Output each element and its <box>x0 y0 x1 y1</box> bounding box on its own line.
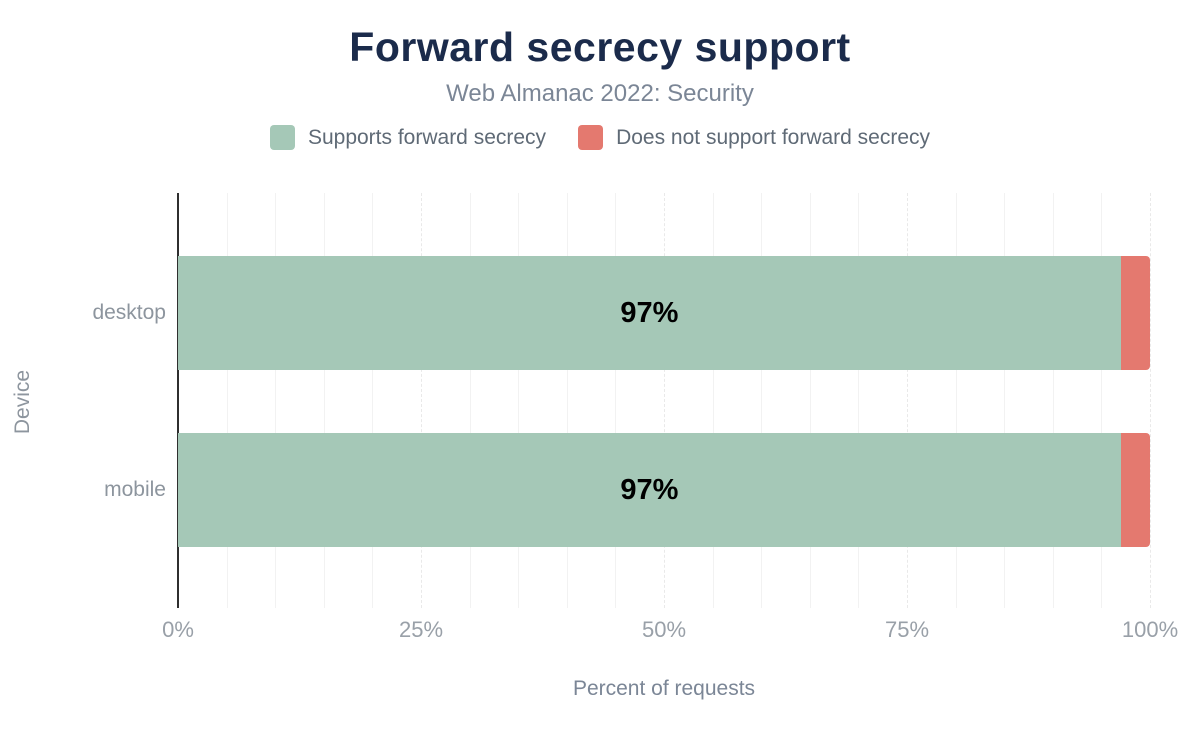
x-tick-label: 25% <box>398 617 444 642</box>
bar-desktop: 97% <box>178 256 1150 370</box>
gridline <box>469 193 471 608</box>
gridline <box>761 193 763 608</box>
gridline <box>226 193 228 608</box>
gridline <box>566 193 568 608</box>
gridline <box>858 193 860 608</box>
x-tick-label: 0% <box>162 617 194 642</box>
bar-value-label-desktop: 97% <box>620 296 679 329</box>
legend-label-not-supports: Does not support forward secrecy <box>616 125 931 149</box>
bar-value-label-mobile: 97% <box>620 473 679 506</box>
x-tick-label: 100% <box>1121 617 1179 642</box>
gridline <box>615 193 617 608</box>
legend-item-supports: Supports forward secrecy <box>269 125 547 150</box>
gridline <box>1101 193 1103 608</box>
gridline <box>712 193 714 608</box>
gridline <box>372 193 374 608</box>
x-axis-ticks: 0% 25% 50% 75% 100% <box>162 617 1178 647</box>
chart-title: Forward secrecy support <box>349 24 851 70</box>
y-axis-line <box>177 193 179 608</box>
category-label-desktop: desktop <box>92 301 166 324</box>
chart-subtitle: Web Almanac 2022: Security <box>446 80 754 107</box>
gridline <box>1052 193 1054 608</box>
x-tick-label: 75% <box>884 617 930 642</box>
gridline <box>955 193 957 608</box>
bar-segment-mobile-supports: 97% <box>178 433 1121 547</box>
gridline <box>664 193 665 608</box>
legend-label-supports: Supports forward secrecy <box>307 125 547 149</box>
bar-segment-mobile-not-supports <box>1120 433 1150 547</box>
gridline <box>1150 193 1151 608</box>
legend-item-not-supports: Does not support forward secrecy <box>578 125 930 150</box>
legend: Supports forward secrecy Does not suppor… <box>0 125 1200 150</box>
gridline <box>275 193 277 608</box>
plot-area: 97% 97% <box>177 193 1151 608</box>
bar-segment-desktop-not-supports <box>1120 256 1150 370</box>
gridline <box>421 193 422 608</box>
x-axis-title: Percent of requests <box>572 677 756 700</box>
gridline <box>907 193 908 608</box>
x-tick-label: 50% <box>641 617 687 642</box>
legend-swatch-supports <box>269 125 295 150</box>
gridline <box>323 193 325 608</box>
gridline <box>809 193 811 608</box>
bar-segment-desktop-supports: 97% <box>178 256 1121 370</box>
y-axis-title: Device <box>11 369 34 435</box>
gridline <box>518 193 520 608</box>
category-label-mobile: mobile <box>104 478 166 501</box>
legend-swatch-not-supports <box>578 125 604 150</box>
bar-mobile: 97% <box>178 433 1150 547</box>
gridline <box>1004 193 1006 608</box>
